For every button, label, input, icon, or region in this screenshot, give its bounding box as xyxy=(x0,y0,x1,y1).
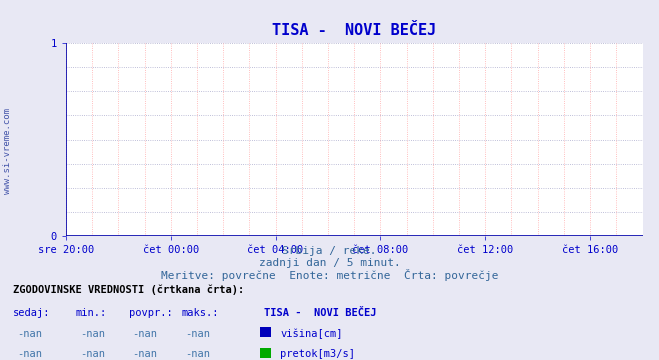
Text: min.:: min.: xyxy=(76,308,107,318)
Text: -nan: -nan xyxy=(185,350,210,360)
Text: pretok[m3/s]: pretok[m3/s] xyxy=(280,350,355,360)
Text: TISA -  NOVI BEČEJ: TISA - NOVI BEČEJ xyxy=(264,308,376,318)
Text: zadnji dan / 5 minut.: zadnji dan / 5 minut. xyxy=(258,258,401,269)
Text: višina[cm]: višina[cm] xyxy=(280,328,343,339)
Text: -nan: -nan xyxy=(185,329,210,339)
Text: -nan: -nan xyxy=(132,329,158,339)
Text: Srbija / reke.: Srbija / reke. xyxy=(282,246,377,256)
Text: -nan: -nan xyxy=(17,329,42,339)
Text: -nan: -nan xyxy=(80,329,105,339)
Text: maks.:: maks.: xyxy=(181,308,219,318)
Text: -nan: -nan xyxy=(132,350,158,360)
Text: sedaj:: sedaj: xyxy=(13,308,51,318)
Text: povpr.:: povpr.: xyxy=(129,308,172,318)
Text: Meritve: povrečne  Enote: metrične  Črta: povrečje: Meritve: povrečne Enote: metrične Črta: … xyxy=(161,269,498,281)
Text: ZGODOVINSKE VREDNOSTI (črtkana črta):: ZGODOVINSKE VREDNOSTI (črtkana črta): xyxy=(13,285,244,296)
Text: www.si-vreme.com: www.si-vreme.com xyxy=(3,108,13,194)
Text: -nan: -nan xyxy=(17,350,42,360)
Title: TISA -  NOVI BEČEJ: TISA - NOVI BEČEJ xyxy=(272,23,436,38)
Text: -nan: -nan xyxy=(80,350,105,360)
